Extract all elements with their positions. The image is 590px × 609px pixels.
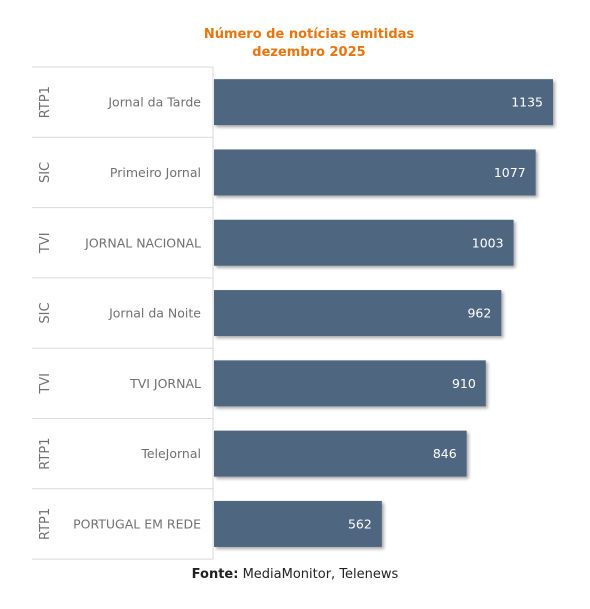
group-label: RTP1: [38, 438, 53, 470]
group-label: RTP1: [38, 86, 53, 118]
group-label: TVI: [38, 232, 53, 254]
bar: [214, 360, 486, 407]
bar: [214, 500, 382, 547]
category-label: TeleJornal: [140, 446, 201, 461]
group-label: SIC: [38, 162, 53, 183]
value-label: 962: [467, 306, 491, 321]
category-label: Primeiro Jornal: [110, 165, 201, 180]
group-label: SIC: [38, 302, 53, 323]
category-label: JORNAL NACIONAL: [84, 235, 201, 250]
group-label: RTP1: [38, 508, 53, 540]
bar: [214, 79, 553, 126]
bar: [214, 219, 514, 266]
category-label: Jornal da Noite: [108, 306, 201, 321]
category-label: TVI JORNAL: [129, 376, 201, 391]
value-label: 1077: [494, 165, 526, 180]
value-label: 1135: [511, 95, 543, 110]
value-label: 910: [452, 376, 476, 391]
value-label: 846: [433, 446, 457, 461]
value-label: 562: [348, 516, 372, 531]
value-label: 1003: [472, 235, 504, 250]
category-label: Jornal da Tarde: [107, 95, 201, 110]
chart-subtitle: dezembro 2025: [252, 45, 365, 60]
source-text: MediaMonitor, Telenews: [242, 567, 399, 582]
chart-title: Número de notícias emitidas: [204, 27, 415, 42]
bar: [214, 430, 467, 477]
source-label: Fonte:: [191, 567, 239, 582]
source-note: Fonte: MediaMonitor, Telenews: [0, 567, 590, 582]
category-label: PORTUGAL EM REDE: [73, 516, 201, 531]
plot-area: RTP1 Jornal da Tarde 1135 SIC Primeiro Jorna…: [32, 66, 553, 560]
bar: [214, 149, 536, 196]
bar: [214, 290, 502, 337]
group-label: TVI: [38, 373, 53, 395]
